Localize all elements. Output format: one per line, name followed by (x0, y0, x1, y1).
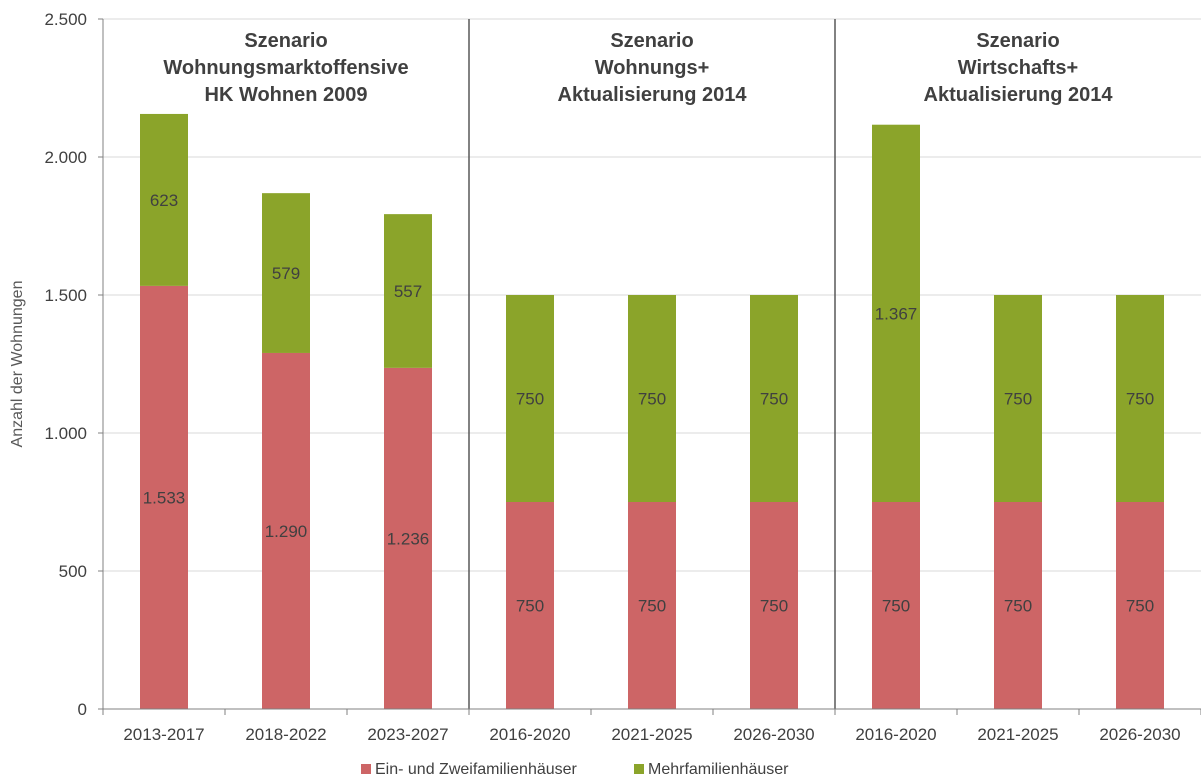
bar-mehrfamilienhaeuser (994, 295, 1042, 502)
data-label: 623 (150, 191, 178, 210)
legend-swatch (361, 764, 371, 774)
data-label: 557 (394, 282, 422, 301)
bar-mehrfamilienhaeuser (1116, 295, 1164, 502)
bar-ein-zweifamilienhaeuser (140, 285, 188, 709)
y-tick-label: 1.000 (44, 424, 87, 443)
group-title-line: Szenario (976, 30, 1059, 52)
bars (140, 113, 1164, 709)
bar-ein-zweifamilienhaeuser (262, 352, 310, 709)
group-title-line: HK Wohnen 2009 (205, 84, 368, 106)
bar-mehrfamilienhaeuser (262, 193, 310, 353)
y-tick-label: 2.500 (44, 10, 87, 29)
group-title-line: Wohnungs+ (595, 57, 710, 79)
group-title-line: Wohnungsmarktoffensive (163, 57, 408, 79)
data-label: 750 (760, 390, 788, 409)
bar-mehrfamilienhaeuser (872, 124, 920, 502)
group-titles: Szenario Wohnungsmarktoffensive HK Wohnen … (163, 30, 1113, 106)
data-label: 750 (516, 390, 544, 409)
x-axis (98, 18, 1201, 715)
y-axis-title: Anzahl der Wohnungen (9, 281, 26, 448)
data-label: 1.290 (265, 522, 308, 541)
data-label: 750 (882, 597, 910, 616)
group-title-line: Szenario (610, 30, 693, 52)
bar-mehrfamilienhaeuser (628, 295, 676, 502)
group-separators (468, 19, 836, 709)
bar-mehrfamilienhaeuser (506, 295, 554, 502)
data-label: 750 (638, 390, 666, 409)
y-tick-label: 0 (78, 700, 87, 719)
data-label: 750 (1126, 390, 1154, 409)
bar-ein-zweifamilienhaeuser (872, 502, 920, 709)
bar-mehrfamilienhaeuser (140, 113, 188, 286)
data-label: 1.367 (875, 304, 918, 323)
group-title-line: Aktualisierung 2014 (924, 84, 1114, 106)
group-title-line: Szenario (244, 30, 327, 52)
legend: Ein- und Zweifamilienhäuser Mehrfamilienh… (361, 761, 789, 778)
data-label: 750 (1004, 597, 1032, 616)
group-title-line: Wirtschafts+ (958, 57, 1078, 79)
x-tick-label: 2016-2020 (855, 725, 936, 744)
x-axis-ticks: 2013-2017 2018-2022 2023-2027 2016-2020 2021… (123, 725, 1180, 744)
data-label: 579 (272, 264, 300, 283)
x-tick-label: 2013-2017 (123, 725, 204, 744)
data-label: 1.236 (387, 529, 430, 548)
legend-label: Ein- und Zweifamilienhäuser (375, 761, 578, 778)
bar-ein-zweifamilienhaeuser (750, 502, 798, 709)
bar-ein-zweifamilienhaeuser (1116, 502, 1164, 709)
bar-mehrfamilienhaeuser (750, 295, 798, 502)
data-label: 750 (516, 597, 544, 616)
data-label: 1.533 (143, 488, 186, 507)
data-label: 750 (1126, 597, 1154, 616)
y-tick-label: 1.500 (44, 286, 87, 305)
legend-label: Mehrfamilienhäuser (648, 761, 789, 778)
y-tick-label: 2.000 (44, 148, 87, 167)
x-tick-label: 2021-2025 (611, 725, 692, 744)
group-title-line: Aktualisierung 2014 (558, 84, 748, 106)
data-label: 750 (760, 597, 788, 616)
y-axis-ticks: 0 500 1.000 1.500 2.000 2.500 (44, 10, 87, 719)
x-tick-label: 2026-2030 (1099, 725, 1180, 744)
bar-ein-zweifamilienhaeuser (994, 502, 1042, 709)
x-tick-label: 2016-2020 (489, 725, 570, 744)
bar-mehrfamilienhaeuser (384, 214, 432, 368)
bar-ein-zweifamilienhaeuser (384, 367, 432, 709)
data-labels: 1.533 623 1.290 579 1.236 557 750 750 750 750 750 7… (143, 191, 1154, 616)
x-tick-label: 2023-2027 (367, 725, 448, 744)
data-label: 750 (638, 597, 666, 616)
y-tick-label: 500 (59, 562, 87, 581)
legend-swatch (634, 764, 644, 774)
x-tick-label: 2018-2022 (245, 725, 326, 744)
bar-ein-zweifamilienhaeuser (506, 502, 554, 709)
data-label: 750 (1004, 390, 1032, 409)
bar-ein-zweifamilienhaeuser (628, 502, 676, 709)
x-tick-label: 2021-2025 (977, 725, 1058, 744)
x-tick-label: 2026-2030 (733, 725, 814, 744)
